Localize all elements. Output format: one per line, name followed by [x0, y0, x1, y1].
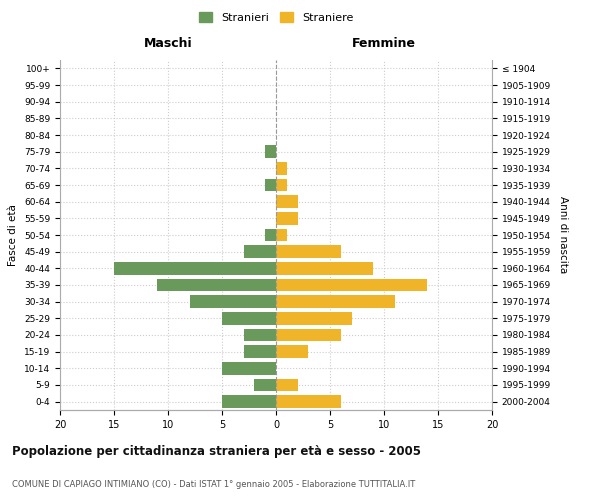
- Bar: [276, 329, 341, 341]
- Bar: [157, 279, 276, 291]
- Y-axis label: Anni di nascita: Anni di nascita: [557, 196, 568, 274]
- Text: Popolazione per cittadinanza straniera per età e sesso - 2005: Popolazione per cittadinanza straniera p…: [12, 445, 421, 458]
- Bar: [244, 346, 276, 358]
- Text: Maschi: Maschi: [143, 37, 193, 50]
- Bar: [222, 396, 276, 408]
- Text: COMUNE DI CAPIAGO INTIMIANO (CO) - Dati ISTAT 1° gennaio 2005 - Elaborazione TUT: COMUNE DI CAPIAGO INTIMIANO (CO) - Dati …: [12, 480, 415, 489]
- Text: Femmine: Femmine: [352, 37, 416, 50]
- Bar: [276, 162, 287, 174]
- Bar: [244, 329, 276, 341]
- Legend: Stranieri, Straniere: Stranieri, Straniere: [194, 8, 358, 28]
- Bar: [276, 279, 427, 291]
- Bar: [276, 212, 298, 224]
- Bar: [265, 146, 276, 158]
- Y-axis label: Fasce di età: Fasce di età: [8, 204, 19, 266]
- Bar: [276, 179, 287, 192]
- Bar: [276, 396, 341, 408]
- Bar: [254, 379, 276, 391]
- Bar: [190, 296, 276, 308]
- Bar: [265, 179, 276, 192]
- Bar: [222, 362, 276, 374]
- Bar: [276, 379, 298, 391]
- Bar: [222, 312, 276, 324]
- Bar: [244, 246, 276, 258]
- Bar: [276, 296, 395, 308]
- Bar: [265, 229, 276, 241]
- Bar: [276, 312, 352, 324]
- Bar: [276, 246, 341, 258]
- Bar: [114, 262, 276, 274]
- Bar: [276, 262, 373, 274]
- Bar: [276, 229, 287, 241]
- Bar: [276, 346, 308, 358]
- Bar: [276, 196, 298, 208]
